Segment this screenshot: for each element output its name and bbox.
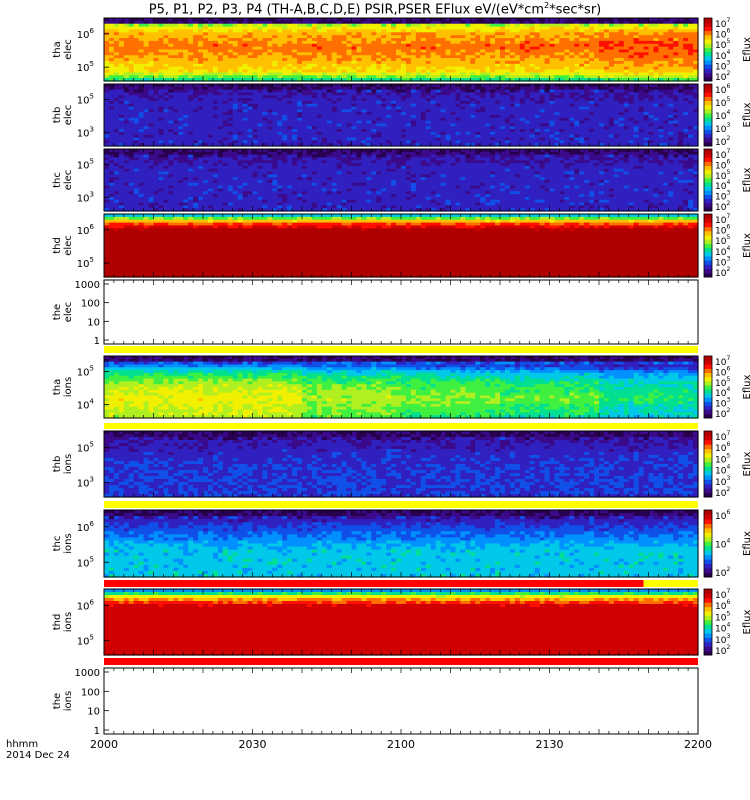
colorbar-swatch — [704, 31, 712, 36]
colorbar-swatch — [704, 47, 712, 52]
colorbar-swatch — [704, 60, 712, 65]
colorbar-label: Eflux — [742, 37, 750, 62]
y-axis-label: thaelec — [52, 39, 74, 60]
colorbar-swatch — [704, 73, 712, 78]
y-tick-label: 106 — [77, 27, 95, 41]
colorbar-swatch — [704, 64, 712, 69]
colorbar-swatch — [704, 26, 712, 31]
colorbar-swatch — [704, 39, 712, 44]
colorbar-swatch — [704, 35, 712, 40]
colorbar-swatch — [704, 22, 712, 27]
colorbar-swatch — [704, 68, 712, 73]
colorbar-swatch — [704, 56, 712, 61]
colorbar-swatch — [704, 52, 712, 57]
colorbar-swatch — [704, 18, 712, 23]
colorbar-swatch — [704, 43, 712, 48]
y-tick-label: 105 — [77, 60, 94, 74]
